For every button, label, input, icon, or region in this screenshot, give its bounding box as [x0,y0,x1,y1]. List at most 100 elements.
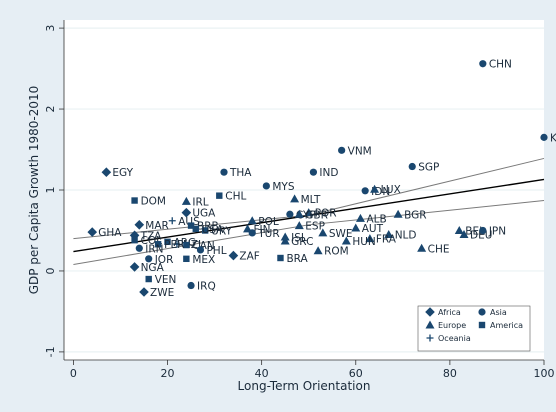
point-mar [134,220,145,230]
point-gha-label: GHA [98,227,122,239]
point-che-label: CHE [428,243,450,255]
point-uga [181,207,192,218]
point-tha-label: THA [229,167,252,179]
point-chn [479,60,487,68]
y-axis: -1 0 1 2 3 [44,20,65,360]
point-per [154,241,162,248]
point-fra [365,234,375,243]
point-aut-label: AUT [362,223,384,235]
point-gbr-label: GBR [305,209,328,221]
point-zwe-label: ZWE [150,287,174,299]
point-bel [454,225,464,234]
legend: Africa Asia Europe America Oceania [417,305,531,352]
point-sgp [408,162,416,171]
point-mlt-label: MLT [301,194,321,206]
legend-label-america: America [490,321,523,330]
point-alb-label: ALB [366,213,386,225]
point-gbr [294,209,304,218]
point-grc [280,236,290,245]
point-nzl [173,240,181,248]
point-jpn-label: JPN [488,225,506,237]
point-zwe [139,287,149,297]
point-zaf-label: ZAF [239,251,259,263]
point-mar-label: MAR [145,220,169,232]
legend-box [417,305,531,352]
point-ury-label: URY [211,225,232,237]
legend-marker-africa [425,307,435,317]
point-tza-label: TZA [140,230,163,242]
point-jor [145,255,153,263]
point-cyp-label: CYP [296,209,316,221]
point-lux-label: LUX [381,184,401,196]
point-isl [280,232,290,241]
point-mys-label: MYS [272,181,294,193]
point-ind [309,168,318,176]
point-irq [187,281,195,290]
legend-label-oceania: Oceania [438,334,471,343]
point-pol-label: POL [258,216,279,228]
legend-marker-europe [425,320,435,329]
y-axis-label: GDP per Capita Growth 1980-2010 [27,86,41,295]
x-tick-label-40: 40 [255,367,269,380]
point-mys [262,182,270,190]
point-nld [384,230,394,239]
point-bgr [393,209,403,218]
x-axis-label: Long-Term Orientation [238,379,371,393]
point-tur [248,229,256,237]
point-rom [313,246,323,255]
point-egy-label: EGY [112,167,133,179]
point-esp-label: ESP [305,221,325,233]
point-vnm [338,146,346,154]
x-tick-label-20: 20 [161,367,175,380]
point-pol [247,216,257,225]
point-idn [361,187,369,195]
x-axis: 0 20 40 60 80 100 [64,359,555,380]
data-points: CHNKORVNMSGPTHAINDEGYMYSIDNLUXCHLDOMIRLM… [87,59,556,299]
point-aus [168,217,176,225]
point-nld-label: NLD [395,230,417,242]
point-che [417,243,427,252]
point-hun-label: HUN [352,236,375,248]
point-bra [277,254,284,262]
point-dom-label: DOM [141,196,166,208]
point-gha [87,227,98,237]
point-bgr-label: BGR [404,209,426,221]
point-chn-label: CHN [489,59,512,71]
y-tick-label-0: 0 [44,267,57,274]
point-ven-label: VEN [155,274,177,286]
point-jor-label: JOR [154,254,174,266]
legend-label-africa: Africa [438,308,461,317]
x-tick-label-100: 100 [534,367,555,380]
y-tick-label-1: 1 [44,187,57,194]
point-esp [294,221,304,230]
point-irl [181,196,191,205]
point-ury [201,227,209,234]
point-ind-label: IND [319,167,338,179]
y-tick-label-2: 2 [44,106,57,113]
y-tick-label--1: -1 [44,346,57,357]
legend-marker-oceania [426,334,434,342]
point-irn-label: IRN [145,243,163,255]
point-ven [145,275,152,283]
legend-label-europe: Europe [438,321,466,330]
point-can [183,241,190,249]
point-aut [351,223,361,232]
point-aus-label: AUS [178,216,200,228]
point-por [304,208,314,217]
point-deu [459,230,469,239]
point-tur-label: TUR [257,228,279,240]
legend-marker-asia [478,308,486,316]
point-col [131,236,138,244]
point-dom [131,197,138,204]
y-tick-label-3: 3 [44,25,57,32]
point-bra-label: BRA [286,253,308,265]
point-jpn [479,226,487,235]
point-grc-label: GRC [291,236,313,248]
point-lux [370,184,380,193]
point-arg [164,238,171,246]
point-brb [187,222,195,229]
point-irn [135,244,143,252]
point-swe [318,228,328,237]
point-phl [196,246,205,254]
